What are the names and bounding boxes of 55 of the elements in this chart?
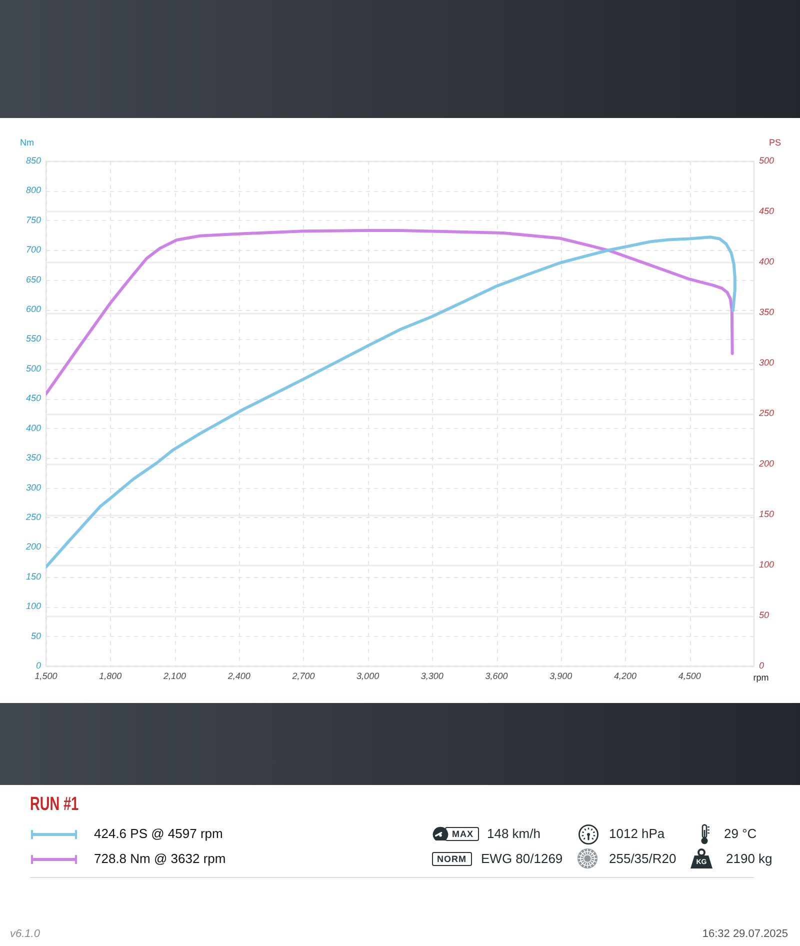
text: 29 °C <box>724 825 757 843</box>
y-axis-title: Nm <box>20 137 34 148</box>
y-tick-label: 850 <box>26 156 41 166</box>
legend-label: 424.6 PS @ 4597 rpm <box>94 825 223 843</box>
x-axis-title: rpm <box>753 672 769 682</box>
x-tick-label: 2,100 <box>162 670 186 681</box>
y-tick-label: 450 <box>26 393 41 404</box>
text: 2190 kg <box>726 850 772 868</box>
y-tick-label: 300 <box>26 482 41 492</box>
y2-tick-label: 0 <box>759 660 764 670</box>
y-tick-label: 650 <box>26 274 41 284</box>
y2-tick-label: 50 <box>759 610 770 620</box>
y2-tick-label: 400 <box>759 256 774 266</box>
y2-tick-label: 250 <box>758 408 774 418</box>
y-tick-label: 750 <box>26 214 41 225</box>
y-tick-label: 800 <box>26 185 41 196</box>
y-tick-label: 100 <box>26 601 41 612</box>
text: NORM <box>432 852 472 866</box>
y2-tick-label: 100 <box>759 560 774 570</box>
x-tick-label: 1,800 <box>99 670 122 681</box>
x-tick-label: 2,400 <box>226 670 250 681</box>
y-tick-label: 400 <box>26 422 41 433</box>
y-tick-label: 700 <box>26 244 41 255</box>
x-tick-label: 3,300 <box>420 670 444 681</box>
text: 255/35/R20 <box>609 850 676 868</box>
x-tick-label: 3,000 <box>356 670 380 681</box>
text: v6.1.0 <box>10 928 40 941</box>
y-tick-label: 200 <box>24 542 41 552</box>
legend-label: 728.8 Nm @ 3632 rpm <box>94 850 226 868</box>
text: 1012 hPa <box>609 825 665 843</box>
x-tick-label: 3,900 <box>550 670 572 681</box>
y2-tick-label: 500 <box>759 156 774 166</box>
y-tick-label: 250 <box>24 512 41 522</box>
y-tick-label: 0 <box>36 660 41 670</box>
text: 148 km/h <box>487 825 540 843</box>
text: 16:32 29.07.2025 <box>702 928 788 941</box>
y-tick-label: 500 <box>26 363 41 374</box>
y2-tick-label: 350 <box>759 307 774 317</box>
y2-tick-label: 300 <box>759 358 774 368</box>
x-tick-label: 1,500 <box>34 670 58 681</box>
y2-tick-label: 450 <box>759 206 774 216</box>
x-tick-label: 4,200 <box>614 670 637 681</box>
y2-tick-label: 200 <box>758 458 774 468</box>
y-tick-label: 350 <box>26 452 41 463</box>
y2-axis-title: PS <box>768 137 781 148</box>
y-tick-label: 50 <box>30 630 41 641</box>
y-tick-label: 600 <box>26 304 41 314</box>
legend-title: RUN #1 <box>30 794 79 815</box>
x-tick-label: 2,700 <box>291 670 315 681</box>
y-tick-label: 550 <box>26 334 41 344</box>
text: EWG 80/1269 <box>481 850 563 868</box>
x-tick-label: 3,600 <box>485 670 508 681</box>
y-tick-label: 150 <box>26 571 41 582</box>
y2-tick-label: 150 <box>759 509 774 519</box>
x-tick-label: 4,500 <box>678 670 701 681</box>
